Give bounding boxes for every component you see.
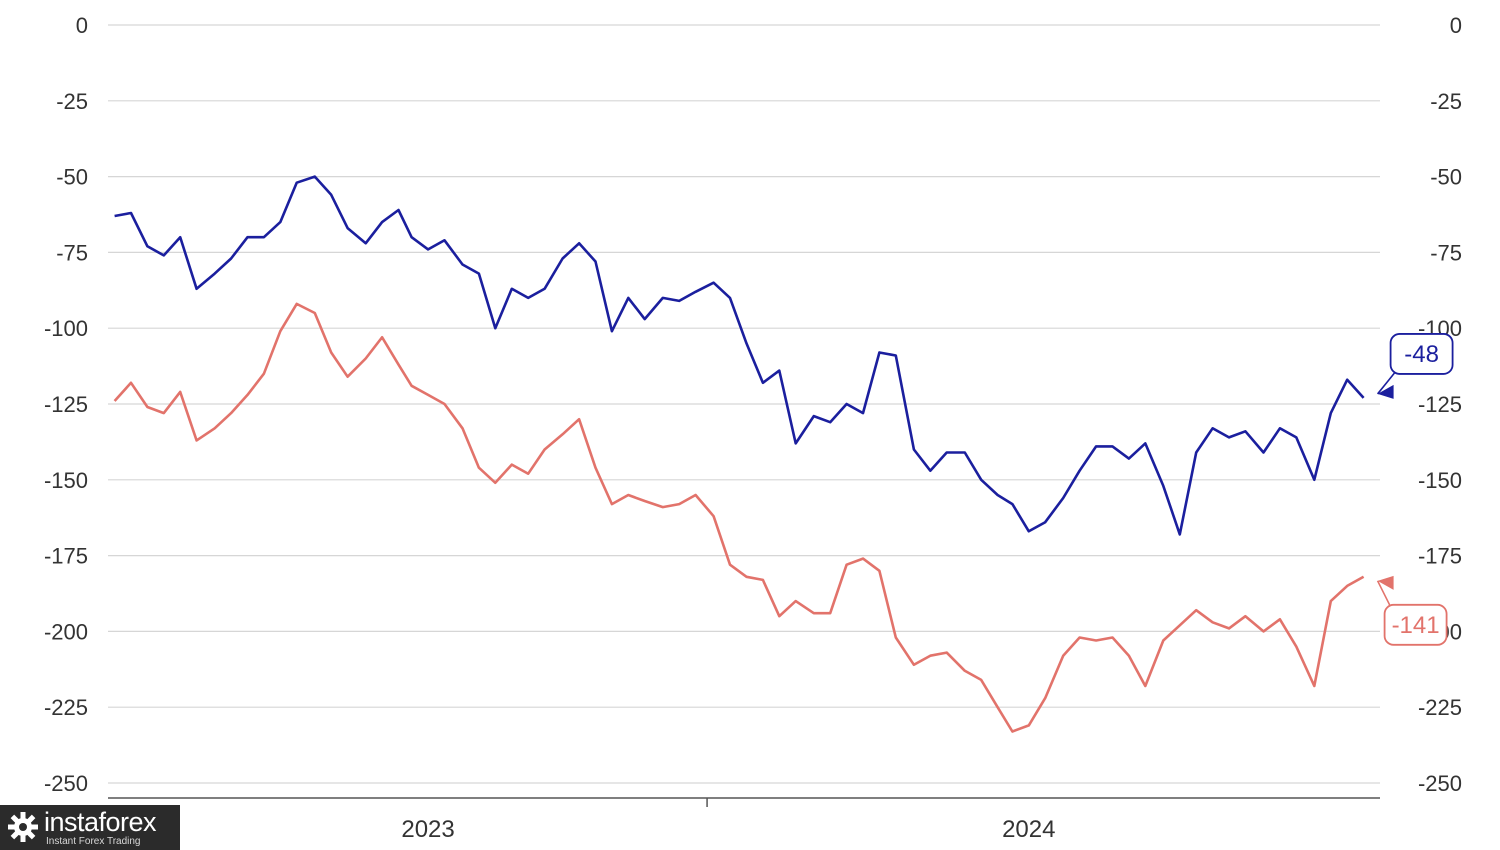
series-lines — [113, 175, 1365, 733]
series-line — [114, 175, 1365, 536]
x-axis: 2023 2024 — [108, 797, 1380, 843]
last-value-label: -48 — [1404, 341, 1439, 368]
y-axis-right: 0-25-50-75-100-125-150-175-200-225-250 — [1418, 13, 1462, 796]
logo-brand: instaforex — [44, 807, 157, 837]
y-tick-label-left: -75 — [56, 240, 88, 265]
y-tick-label-right: -225 — [1418, 695, 1462, 720]
gear-logo-icon — [8, 812, 38, 842]
y-tick-label-right: -150 — [1418, 468, 1462, 493]
y-tick-label-left: -225 — [44, 695, 88, 720]
y-tick-label-right: -75 — [1430, 240, 1462, 265]
callout-box — [1389, 333, 1454, 375]
y-tick-label-right: -175 — [1418, 544, 1462, 569]
x-tick-label: 2024 — [1002, 816, 1055, 843]
callout-box — [1383, 603, 1448, 646]
y-tick-label-left: -100 — [44, 316, 88, 341]
y-tick-label-left: -250 — [44, 771, 88, 796]
y-tick-label-left: -50 — [56, 165, 88, 190]
y-tick-label-left: -125 — [44, 392, 88, 417]
series-line — [113, 302, 1365, 733]
y-tick-label-right: -25 — [1430, 89, 1462, 114]
y-tick-label-left: -175 — [44, 544, 88, 569]
gridlines — [108, 24, 1380, 784]
y-tick-label-left: -200 — [44, 619, 88, 644]
y-tick-label-left: 0 — [76, 13, 88, 38]
y-axis-left: 0 -25 -50 -75 -100 -125 -150 -175 -200 -225 -250 — [44, 13, 88, 796]
logo-tagline: Instant Forex Trading — [46, 836, 141, 847]
y-tick-label-right: -50 — [1430, 165, 1462, 190]
y-tick-label-left: -150 — [44, 468, 88, 493]
value-callouts: -48 -141 — [1376, 333, 1454, 646]
x-tick-label: 2023 — [401, 816, 454, 843]
y-tick-label-right: 0 — [1450, 13, 1462, 38]
instaforex-logo: instaforex Instant Forex Trading — [0, 805, 180, 850]
callout-arrow — [1377, 384, 1394, 399]
callout-arrow — [1377, 575, 1394, 590]
y-tick-label-right: -125 — [1418, 392, 1462, 417]
last-value-label: -141 — [1392, 612, 1440, 639]
y-tick-label-left: -25 — [56, 89, 88, 114]
y-tick-label-right: -250 — [1418, 771, 1462, 796]
